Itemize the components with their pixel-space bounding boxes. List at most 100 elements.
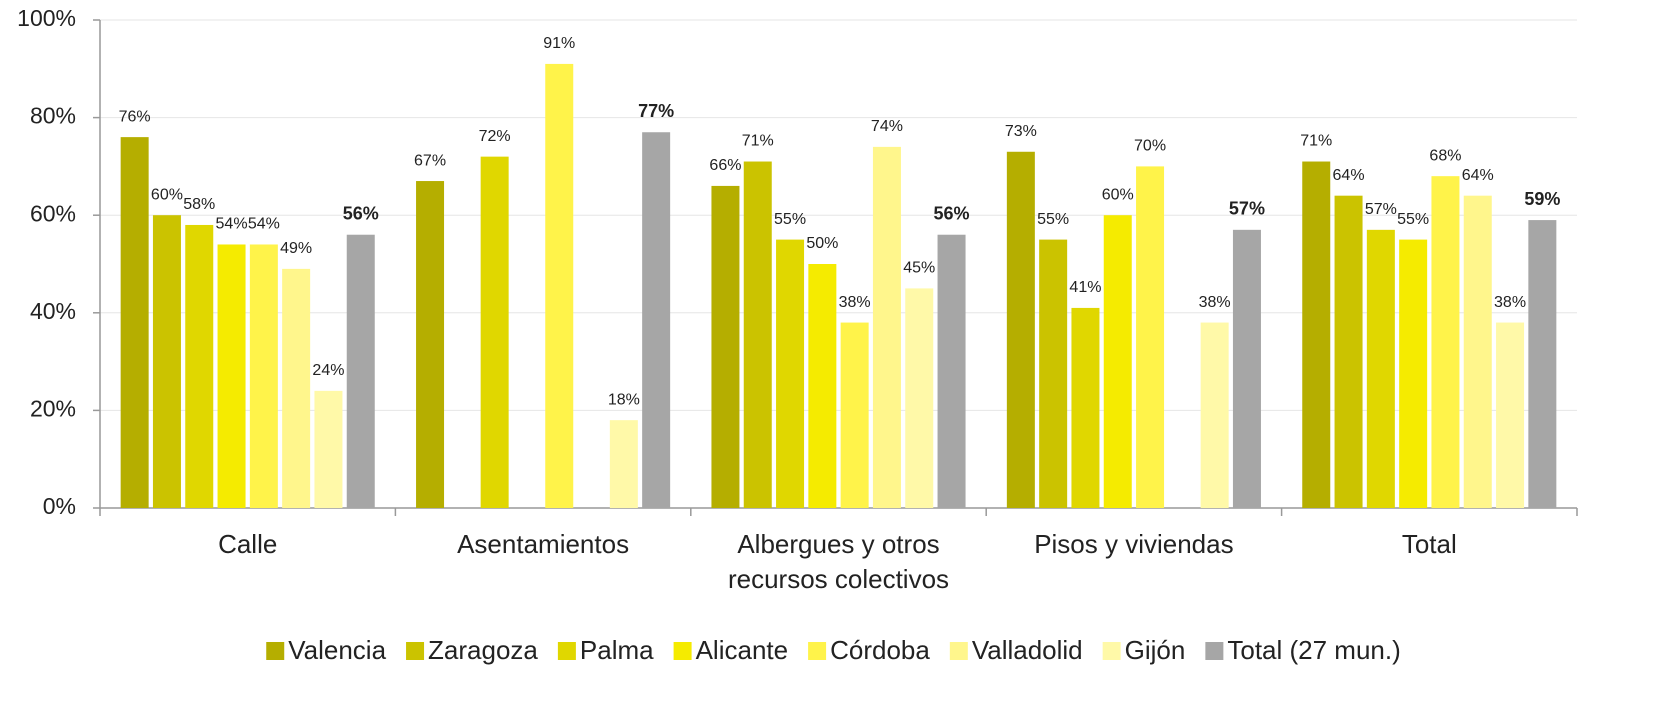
value-label: 60% — [151, 186, 183, 203]
value-label: 57% — [1365, 201, 1397, 218]
value-label: 24% — [312, 362, 344, 379]
value-label: 74% — [871, 118, 903, 135]
value-label: 41% — [1069, 279, 1101, 296]
bar — [743, 161, 772, 508]
legend-swatch — [1102, 642, 1121, 660]
value-label: 55% — [774, 211, 806, 228]
x-tick-label: Total — [1402, 529, 1457, 559]
bar — [1302, 161, 1331, 508]
bar — [282, 268, 311, 508]
bar — [416, 181, 445, 509]
legend-swatch — [1205, 642, 1224, 660]
value-label: 18% — [608, 391, 640, 408]
value-label: 55% — [1397, 211, 1429, 228]
value-label: 76% — [119, 108, 151, 125]
value-label: 38% — [1494, 294, 1526, 311]
bar — [1136, 166, 1165, 508]
value-label: 67% — [414, 152, 446, 169]
legend-swatch — [406, 642, 425, 660]
y-tick-label: 40% — [30, 298, 76, 324]
value-label: 71% — [742, 133, 774, 150]
legend-label: Valladolid — [972, 635, 1083, 665]
bar — [609, 420, 638, 508]
legend-label: Total (27 mun.) — [1227, 635, 1400, 665]
legend-label: Palma — [580, 635, 654, 665]
bar — [1071, 307, 1100, 508]
bar — [642, 132, 671, 509]
value-label: 50% — [806, 235, 838, 252]
bar — [1039, 239, 1068, 508]
value-label: 54% — [248, 216, 280, 233]
value-label: 55% — [1037, 211, 1069, 228]
value-label: 60% — [1102, 186, 1134, 203]
legend-label: Zaragoza — [428, 635, 538, 665]
legend-swatch — [557, 642, 576, 660]
x-tick-label: Asentamientos — [457, 529, 629, 559]
bar — [120, 137, 149, 508]
bar — [1528, 220, 1557, 508]
legend-swatch — [949, 642, 968, 660]
value-label: 38% — [1199, 294, 1231, 311]
bar — [346, 234, 375, 508]
value-label: 68% — [1429, 147, 1461, 164]
legend-label: Valencia — [288, 635, 386, 665]
bar — [711, 185, 740, 509]
value-label: 77% — [638, 101, 674, 121]
bar — [937, 234, 966, 508]
x-tick-label: Albergues y otros recursos colectivos — [728, 529, 949, 594]
legend-label: Alicante — [696, 635, 789, 665]
bar — [185, 224, 214, 508]
value-label: 56% — [343, 203, 379, 223]
bar — [314, 390, 343, 508]
bar — [152, 215, 181, 508]
value-label: 71% — [1300, 133, 1332, 150]
legend-swatch — [266, 642, 285, 660]
bar — [808, 264, 837, 508]
bar — [1006, 151, 1035, 508]
bar — [1496, 322, 1525, 508]
y-tick-label: 0% — [43, 493, 76, 519]
value-label: 49% — [280, 240, 312, 257]
bar — [840, 322, 869, 508]
value-label: 72% — [479, 128, 511, 145]
bar — [1232, 229, 1261, 508]
y-tick-label: 80% — [30, 103, 76, 129]
bar — [872, 146, 901, 508]
legend-label: Córdoba — [830, 635, 930, 665]
bar — [905, 288, 934, 508]
bar — [480, 156, 509, 508]
value-label: 45% — [903, 260, 935, 277]
bar — [1334, 195, 1363, 508]
bar — [1463, 195, 1492, 508]
value-label: 70% — [1134, 138, 1166, 155]
x-tick-label: Calle — [218, 529, 277, 559]
value-label: 58% — [183, 196, 215, 213]
legend-swatch — [673, 642, 692, 660]
y-tick-label: 20% — [30, 395, 76, 421]
bar — [545, 63, 574, 509]
bar — [1399, 239, 1428, 508]
value-label: 54% — [216, 216, 248, 233]
y-tick-label: 100% — [17, 5, 76, 31]
value-label: 91% — [543, 35, 575, 52]
value-label: 38% — [839, 294, 871, 311]
value-label: 66% — [709, 157, 741, 174]
bar — [249, 244, 278, 509]
legend-swatch — [808, 642, 827, 660]
value-label: 59% — [1524, 189, 1560, 209]
value-label: 57% — [1229, 199, 1265, 219]
value-label: 56% — [934, 203, 970, 223]
value-label: 73% — [1005, 123, 1037, 140]
x-tick-label: Pisos y viviendas — [1034, 529, 1233, 559]
bar — [1431, 176, 1460, 508]
bar — [217, 244, 246, 509]
bar — [1200, 322, 1229, 508]
value-label: 64% — [1462, 167, 1494, 184]
y-tick-label: 60% — [30, 200, 76, 226]
value-label: 64% — [1333, 167, 1365, 184]
bar — [1103, 215, 1132, 508]
bar — [1366, 229, 1395, 508]
bar — [776, 239, 805, 508]
legend-label: Gijón — [1125, 635, 1186, 665]
